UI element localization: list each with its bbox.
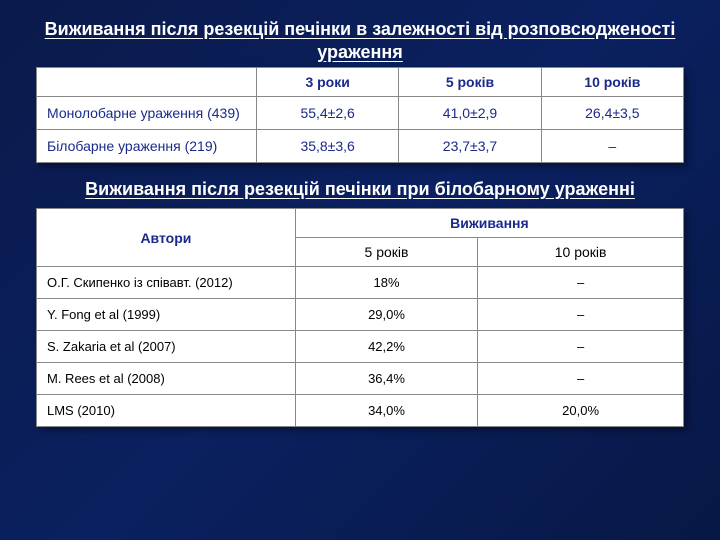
table2-wrap: Автори Виживання 5 років 10 років О.Г. С…: [0, 208, 720, 427]
table-row: LMS (2010) 34,0% 20,0%: [37, 395, 684, 427]
table2-header-row-1: Автори Виживання: [37, 209, 684, 238]
col-10y: 10 років: [478, 238, 684, 267]
cell: 20,0%: [478, 395, 684, 427]
cell: 26,4±3,5: [541, 97, 683, 130]
cell: –: [541, 130, 683, 163]
cell: 35,8±3,6: [256, 130, 398, 163]
table-row: О.Г. Скипенко із співавт. (2012) 18% –: [37, 267, 684, 299]
cell: 23,7±3,7: [399, 130, 541, 163]
col-3y: 3 роки: [256, 68, 398, 97]
cell: 41,0±2,9: [399, 97, 541, 130]
cell: –: [478, 299, 684, 331]
cell: 55,4±2,6: [256, 97, 398, 130]
col-survival: Виживання: [295, 209, 683, 238]
col-authors: Автори: [37, 209, 296, 267]
table-row: Білобарне ураження (219) 35,8±3,6 23,7±3…: [37, 130, 684, 163]
row-label: Білобарне ураження (219): [37, 130, 257, 163]
table1-header-row: 3 роки 5 років 10 років: [37, 68, 684, 97]
cell: –: [478, 331, 684, 363]
col-5y: 5 років: [399, 68, 541, 97]
cell: 18%: [295, 267, 477, 299]
author-cell: О.Г. Скипенко із співавт. (2012): [37, 267, 296, 299]
table-survival-by-spread: 3 роки 5 років 10 років Монолобарне ураж…: [36, 67, 684, 163]
author-cell: LMS (2010): [37, 395, 296, 427]
cell: –: [478, 363, 684, 395]
table1-wrap: 3 роки 5 років 10 років Монолобарне ураж…: [0, 67, 720, 163]
title-survival-by-spread: Виживання після резекцій печінки в залеж…: [0, 0, 720, 67]
col-5y: 5 років: [295, 238, 477, 267]
table-survival-bilobar: Автори Виживання 5 років 10 років О.Г. С…: [36, 208, 684, 427]
table-row: S. Zakaria et al (2007) 42,2% –: [37, 331, 684, 363]
cell: 42,2%: [295, 331, 477, 363]
col-10y: 10 років: [541, 68, 683, 97]
title-survival-bilobar: Виживання після резекцій печінки при біл…: [0, 163, 720, 208]
author-cell: M. Rees et al (2008): [37, 363, 296, 395]
row-label: Монолобарне ураження (439): [37, 97, 257, 130]
author-cell: Y. Fong et al (1999): [37, 299, 296, 331]
cell: 36,4%: [295, 363, 477, 395]
author-cell: S. Zakaria et al (2007): [37, 331, 296, 363]
cell: 34,0%: [295, 395, 477, 427]
table-row: Монолобарне ураження (439) 55,4±2,6 41,0…: [37, 97, 684, 130]
table-row: M. Rees et al (2008) 36,4% –: [37, 363, 684, 395]
col-blank: [37, 68, 257, 97]
cell: –: [478, 267, 684, 299]
table-row: Y. Fong et al (1999) 29,0% –: [37, 299, 684, 331]
cell: 29,0%: [295, 299, 477, 331]
